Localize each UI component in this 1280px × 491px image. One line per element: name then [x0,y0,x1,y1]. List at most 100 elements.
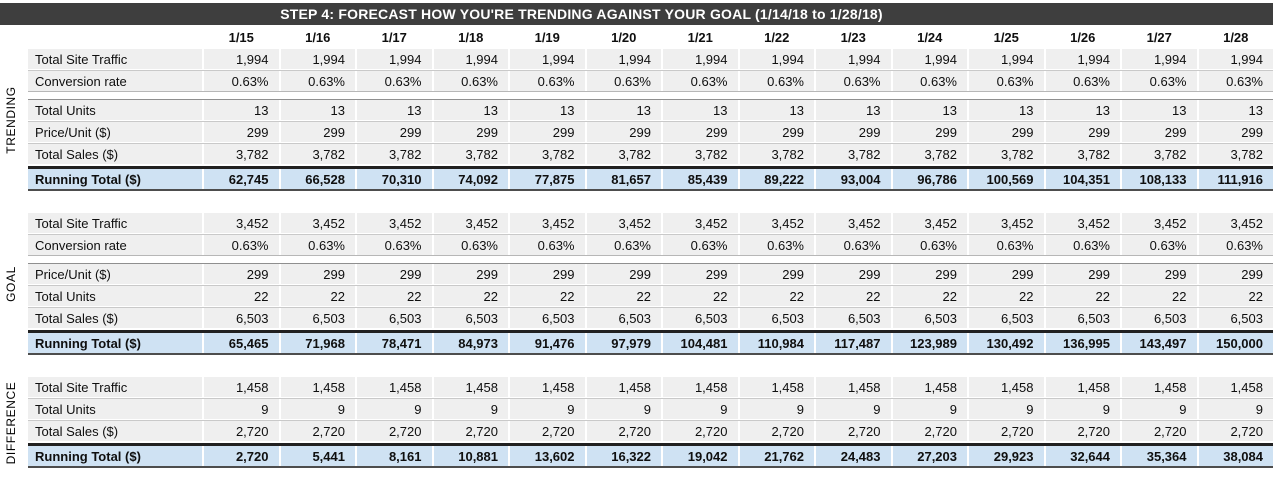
value-cell[interactable]: 6,503 [967,308,1044,328]
value-cell[interactable]: 16,322 [584,446,661,466]
value-cell[interactable]: 91,476 [508,333,585,353]
value-cell[interactable]: 0.63% [1196,235,1273,255]
row-label[interactable]: Running Total ($) [28,169,202,189]
row-label[interactable]: Total Site Traffic [28,49,202,69]
value-cell[interactable]: 22 [661,286,738,306]
value-cell[interactable]: 13 [814,100,891,120]
value-cell[interactable]: 35,364 [1120,446,1197,466]
value-cell[interactable]: 9 [967,399,1044,419]
value-cell[interactable]: 6,503 [508,308,585,328]
value-cell[interactable]: 299 [967,122,1044,142]
value-cell[interactable]: 6,503 [278,308,355,328]
value-cell[interactable]: 2,720 [431,421,508,441]
value-cell[interactable]: 3,452 [355,213,432,233]
value-cell[interactable]: 2,720 [1120,421,1197,441]
value-cell[interactable]: 1,458 [890,377,967,397]
value-cell[interactable]: 143,497 [1120,333,1197,353]
value-cell[interactable]: 299 [508,122,585,142]
value-cell[interactable]: 9 [1043,399,1120,419]
column-header-date[interactable]: 1/19 [534,29,560,45]
value-cell[interactable]: 71,968 [278,333,355,353]
value-cell[interactable]: 62,745 [202,169,279,189]
value-cell[interactable]: 3,452 [431,213,508,233]
value-cell[interactable]: 299 [967,264,1044,284]
value-cell[interactable]: 2,720 [278,421,355,441]
row-label[interactable]: Total Sales ($) [28,308,202,328]
value-cell[interactable]: 3,782 [202,144,279,164]
value-cell[interactable]: 1,458 [661,377,738,397]
row-label[interactable]: Price/Unit ($) [28,264,202,284]
column-header-date[interactable]: 1/18 [458,29,484,45]
value-cell[interactable]: 96,786 [890,169,967,189]
value-cell[interactable]: 22 [737,286,814,306]
value-cell[interactable]: 9 [661,399,738,419]
value-cell[interactable]: 3,782 [431,144,508,164]
value-cell[interactable]: 0.63% [584,71,661,91]
value-cell[interactable]: 299 [1120,264,1197,284]
value-cell[interactable]: 74,092 [431,169,508,189]
value-cell[interactable]: 22 [202,286,279,306]
value-cell[interactable]: 85,439 [661,169,738,189]
value-cell[interactable]: 65,465 [202,333,279,353]
value-cell[interactable]: 0.63% [814,235,891,255]
value-cell[interactable]: 0.63% [202,71,279,91]
value-cell[interactable]: 13 [967,100,1044,120]
value-cell[interactable]: 13 [661,100,738,120]
value-cell[interactable]: 1,994 [814,49,891,69]
value-cell[interactable]: 38,084 [1196,446,1273,466]
value-cell[interactable]: 29,923 [967,446,1044,466]
value-cell[interactable]: 1,458 [737,377,814,397]
value-cell[interactable]: 19,042 [661,446,738,466]
value-cell[interactable]: 299 [1120,122,1197,142]
column-header-date[interactable]: 1/20 [611,29,637,45]
value-cell[interactable]: 0.63% [1196,71,1273,91]
value-cell[interactable]: 3,782 [508,144,585,164]
value-cell[interactable]: 1,994 [890,49,967,69]
value-cell[interactable]: 299 [202,264,279,284]
row-label[interactable]: Running Total ($) [28,446,202,466]
value-cell[interactable]: 0.63% [431,71,508,91]
value-cell[interactable]: 3,452 [814,213,891,233]
value-cell[interactable]: 117,487 [814,333,891,353]
value-cell[interactable]: 1,994 [1120,49,1197,69]
value-cell[interactable]: 3,452 [737,213,814,233]
value-cell[interactable]: 6,503 [202,308,279,328]
value-cell[interactable]: 6,503 [661,308,738,328]
value-cell[interactable]: 6,503 [355,308,432,328]
value-cell[interactable]: 9 [431,399,508,419]
row-label[interactable]: Total Site Traffic [28,377,202,397]
value-cell[interactable]: 2,720 [355,421,432,441]
value-cell[interactable]: 1,458 [202,377,279,397]
value-cell[interactable]: 299 [661,122,738,142]
value-cell[interactable]: 0.63% [1120,71,1197,91]
value-cell[interactable]: 9 [278,399,355,419]
value-cell[interactable]: 1,458 [584,377,661,397]
value-cell[interactable]: 2,720 [661,421,738,441]
value-cell[interactable]: 3,782 [967,144,1044,164]
value-cell[interactable]: 108,133 [1120,169,1197,189]
value-cell[interactable]: 6,503 [1043,308,1120,328]
value-cell[interactable]: 3,452 [508,213,585,233]
value-cell[interactable]: 1,458 [278,377,355,397]
value-cell[interactable]: 13 [584,100,661,120]
value-cell[interactable]: 13 [1043,100,1120,120]
value-cell[interactable]: 299 [814,122,891,142]
value-cell[interactable]: 22 [278,286,355,306]
value-cell[interactable]: 299 [355,122,432,142]
value-cell[interactable]: 22 [431,286,508,306]
value-cell[interactable]: 1,994 [278,49,355,69]
value-cell[interactable]: 27,203 [890,446,967,466]
value-cell[interactable]: 3,452 [278,213,355,233]
value-cell[interactable]: 1,994 [355,49,432,69]
value-cell[interactable]: 6,503 [431,308,508,328]
value-cell[interactable]: 0.63% [278,235,355,255]
value-cell[interactable]: 0.63% [890,71,967,91]
value-cell[interactable]: 2,720 [814,421,891,441]
value-cell[interactable]: 299 [737,122,814,142]
value-cell[interactable]: 9 [890,399,967,419]
value-cell[interactable]: 2,720 [508,421,585,441]
value-cell[interactable]: 13 [431,100,508,120]
row-label[interactable]: Running Total ($) [28,333,202,353]
value-cell[interactable]: 0.63% [661,71,738,91]
value-cell[interactable]: 299 [661,264,738,284]
